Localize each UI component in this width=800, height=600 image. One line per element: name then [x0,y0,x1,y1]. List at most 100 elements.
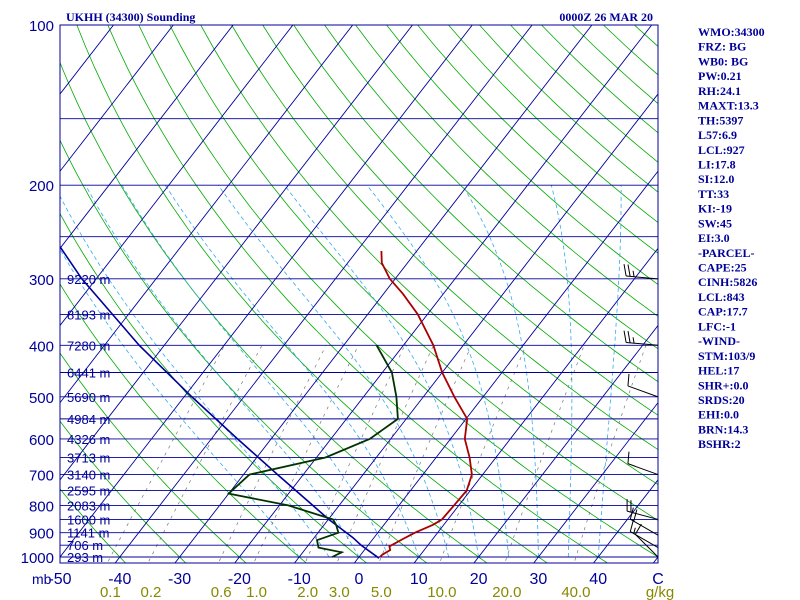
plot-frame [59,24,659,564]
pressure-tick-label: 900 [29,526,54,543]
isotherm [60,25,354,404]
index-entry: HEL:17 [698,364,739,378]
wind-barb-feather [629,519,634,532]
wind-barb-staff [627,463,659,476]
pressure-tick-label: 200 [29,178,54,195]
pressure-tick-label: 800 [29,498,54,515]
dry-adiabat [138,25,658,558]
wind-barb-feather [633,509,638,522]
dry-adiabat [60,352,247,563]
pressure-tick-label: 600 [29,432,54,449]
wind-barb [629,519,659,549]
index-entry: EHI:0.0 [698,408,739,422]
index-entry: TT:33 [698,187,729,201]
index-entry: LCL:843 [698,290,745,304]
chart-title: UKHH (34300) Sounding [66,10,195,24]
temperature-tick-label: 10 [410,571,428,588]
wind-barb-feather [627,330,631,343]
height-label: 706 m [67,538,103,553]
temperature-tick-label: 20 [470,571,488,588]
moist-adiabat [85,184,360,558]
index-entry: WB0: BG [698,54,748,68]
wind-barb-staff [626,510,659,520]
temperature-tick-label: 40 [589,571,607,588]
dry-adiabat [169,25,658,521]
mixing-ratio-line [106,345,226,563]
index-entry: LCL:927 [698,143,745,157]
dry-adiabat [417,25,658,254]
wind-barb [623,264,659,280]
moist-adiabat [366,184,509,558]
temperature-tick-label: 30 [530,571,548,588]
height-label: 2083 m [67,498,110,513]
pressure-tick-label: 1000 [21,550,54,567]
isotherm [533,401,658,563]
pressure-tick-label: 400 [29,338,54,355]
height-label: 9220 m [67,272,110,287]
temperature-tick-label: C [652,571,664,588]
wind-barb [627,451,659,476]
mixing-ratio-label: 1.0 [246,584,267,600]
index-entry: -PARCEL- [698,246,754,260]
wind-barb [623,330,659,346]
mixing-ratio-line [253,345,359,563]
index-entry: RH:24.1 [698,84,741,98]
chart-datetime: 0000Z 26 MAR 20 [559,10,653,24]
index-entry: CINH:5826 [698,275,757,289]
dry-adiabat [76,25,548,563]
pressure-tick-label: 100 [29,18,54,35]
mixing-ratio-line [304,345,406,563]
dry-adiabat [541,25,658,134]
height-label: 4984 m [67,412,110,427]
wind-barb [629,507,659,536]
index-entry: FRZ: BG [698,40,746,54]
height-label: 8193 m [67,307,110,322]
height-label: 293 m [67,550,103,565]
pressure-unit-label: mb [32,571,52,587]
mixing-ratio-label: 10.0 [427,584,456,600]
isotherm [60,25,294,327]
index-entry: L57:6.9 [698,128,737,142]
moist-adiabat [461,184,539,557]
pressure-tick-label: 700 [29,468,54,485]
dry-adiabat [60,139,428,563]
wind-barb-staff [626,342,659,346]
wind-barb-staff [630,531,659,549]
index-entry: MAXT:13.3 [698,99,759,113]
wind-barb-feather [627,264,631,277]
index-entry: BRN:14.3 [698,422,748,436]
dry-adiabat [262,25,658,416]
mixing-ratio-label: 2.0 [297,584,318,600]
dry-adiabat [324,25,658,350]
wind-barb-feather [634,523,642,535]
moist-adiabat [597,185,622,558]
wind-barb-feather [629,507,634,520]
mixing-ratio-label: 5.0 [371,584,392,600]
temperature-tick-label: -10 [288,571,311,588]
wind-barb-staff [630,518,659,536]
height-label: 5690 m [67,390,110,405]
moist-adiabat [284,184,479,558]
isotherm [353,170,658,563]
wind-barb-feather [623,264,627,277]
index-entry: SHR+:0.0 [698,378,749,392]
dry-adiabat [231,25,658,451]
mixing-ratio-line [439,345,527,563]
height-label: 2595 m [67,484,110,499]
mixing-ratio-label: 3.0 [329,584,350,600]
wind-barb-feather [632,270,635,277]
mixing-ratio-label: 20.0 [492,584,521,600]
height-label: 6441 m [67,366,110,381]
index-entry: EI:3.0 [698,231,730,245]
temperature-tick-label: -50 [48,571,71,588]
wind-barbs [623,264,659,558]
wind-barb [627,373,659,398]
dry-adiabat [355,25,658,317]
index-entry: KI:-19 [698,202,732,216]
height-label: 3140 m [67,468,110,483]
isotherm [413,247,658,563]
dry-adiabat [107,25,609,563]
index-entry: CAP:17.7 [698,305,748,319]
mixing-ratio-line [573,345,647,563]
isotherm [0,13,63,568]
